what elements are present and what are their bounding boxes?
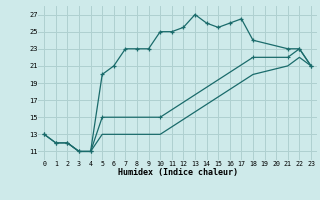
X-axis label: Humidex (Indice chaleur): Humidex (Indice chaleur): [118, 168, 238, 177]
